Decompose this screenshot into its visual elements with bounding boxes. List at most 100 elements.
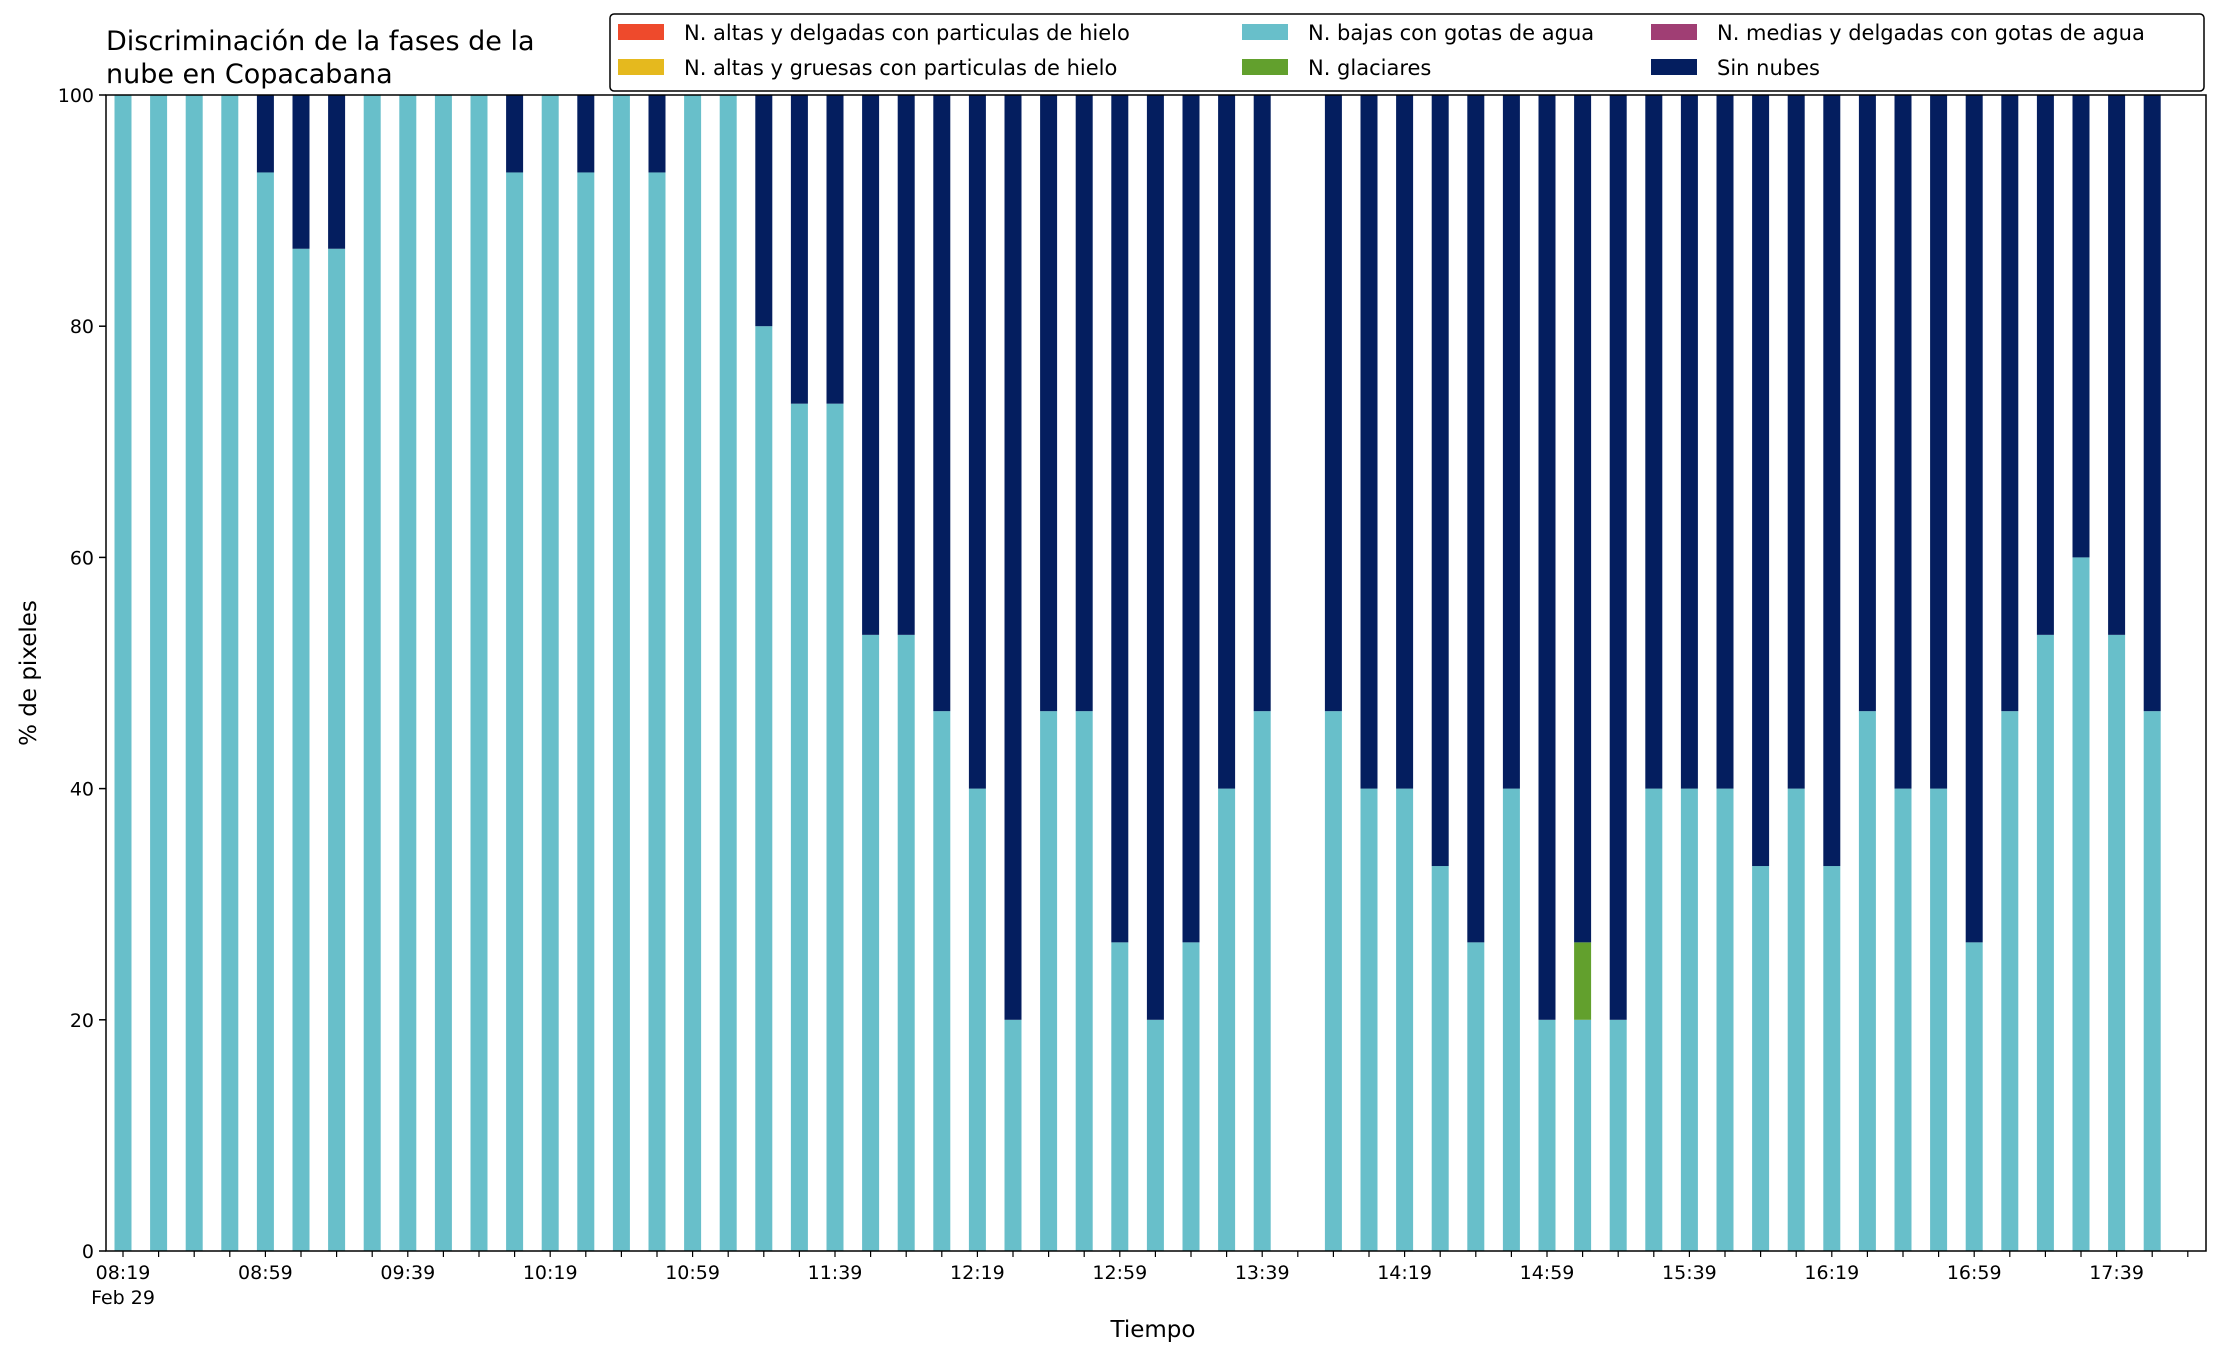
x-tick-label-11:39: 11:39 (808, 1262, 863, 1284)
bar-15:59-series-5 (1752, 95, 1770, 867)
bar-13:19-series-2 (1182, 942, 1200, 1251)
bar-12:09-series-2 (933, 711, 951, 1251)
bar-14:59-series-2 (1538, 1019, 1556, 1251)
x-tick-label-14:19: 14:19 (1377, 1262, 1432, 1284)
bar-12:09-series-5 (933, 95, 951, 712)
bar-10:39-series-2 (612, 95, 630, 1251)
legend-swatch-1 (618, 59, 664, 75)
bar-15:09-series-5 (1574, 95, 1592, 943)
bar-08:59-series-2 (256, 172, 274, 1252)
bar-17:09-series-5 (2001, 95, 2019, 712)
legend-swatch-5 (1651, 59, 1697, 75)
legend-label-2: N. bajas con gotas de agua (1308, 21, 1594, 45)
x-tick-label-16:59: 16:59 (1947, 1262, 2002, 1284)
legend-frame (609, 13, 2205, 92)
bar-11:59-series-5 (897, 95, 915, 635)
bar-14:19-series-2 (1396, 788, 1414, 1251)
bar-12:49-series-2 (1075, 711, 1093, 1251)
bar-13:09-series-2 (1146, 1019, 1164, 1251)
bar-14:59-series-5 (1538, 95, 1556, 1020)
legend-swatch-3 (1242, 59, 1288, 75)
bar-14:19-series-5 (1396, 95, 1414, 789)
legend: N. altas y delgadas con particulas de hi… (609, 13, 2205, 92)
bar-15:59-series-2 (1752, 866, 1770, 1251)
bar-14:09-series-2 (1360, 788, 1378, 1251)
bar-16:49-series-2 (1930, 788, 1948, 1251)
y-tick-label-20: 20 (70, 1010, 94, 1032)
chart-title-line-1: Discriminación de la fases de la (106, 26, 535, 57)
bar-12:39-series-5 (1040, 95, 1058, 712)
x-tick-label-14:59: 14:59 (1520, 1262, 1575, 1284)
bar-11:39-series-2 (826, 403, 844, 1251)
x-tick-label-16:19: 16:19 (1804, 1262, 1859, 1284)
bar-15:49-series-5 (1716, 95, 1734, 789)
bar-08:19-series-2 (114, 95, 132, 1251)
y-axis-label: % de pixeles (16, 600, 42, 746)
bar-12:59-series-2 (1111, 942, 1129, 1251)
bar-12:19-series-2 (968, 788, 986, 1251)
x-tick-label-12:19: 12:19 (950, 1262, 1005, 1284)
legend-swatch-4 (1651, 24, 1697, 40)
bar-14:29-series-5 (1431, 95, 1449, 867)
bar-16:49-series-5 (1930, 95, 1948, 789)
bar-17:19-series-2 (2036, 634, 2054, 1251)
bar-12:29-series-5 (1004, 95, 1022, 1020)
bar-12:29-series-2 (1004, 1019, 1022, 1251)
bar-13:29-series-5 (1218, 95, 1236, 789)
bar-11:39-series-5 (826, 95, 844, 404)
legend-label-5: Sin nubes (1717, 56, 1820, 80)
bar-08:39-series-2 (185, 95, 203, 1251)
bar-16:39-series-5 (1894, 95, 1912, 789)
bar-09:49-series-2 (434, 95, 452, 1251)
bar-10:09-series-5 (506, 95, 524, 173)
bar-13:09-series-5 (1146, 95, 1164, 1020)
x-tick-label-13:39: 13:39 (1235, 1262, 1290, 1284)
bar-15:49-series-2 (1716, 788, 1734, 1251)
x-tick-label-12:59: 12:59 (1092, 1262, 1147, 1284)
chart-title-line-2: nube en Copacabana (106, 59, 393, 90)
bar-10:49-series-2 (648, 172, 666, 1252)
bar-09:59-series-2 (470, 95, 488, 1251)
bar-16:09-series-5 (1787, 95, 1805, 789)
legend-label-1: N. altas y gruesas con particulas de hie… (684, 56, 1117, 80)
y-tick-label-100: 100 (58, 85, 94, 107)
bar-17:29-series-2 (2072, 557, 2090, 1251)
bar-14:49-series-2 (1502, 788, 1520, 1251)
bar-15:09-series-2 (1574, 1019, 1592, 1251)
bar-15:29-series-2 (1645, 788, 1663, 1251)
bar-12:19-series-5 (968, 95, 986, 789)
bar-16:59-series-5 (1965, 95, 1983, 943)
y-tick-label-60: 60 (70, 547, 94, 569)
bar-10:19-series-2 (541, 95, 559, 1251)
bar-10:59-series-2 (684, 95, 702, 1251)
bar-09:19-series-2 (328, 248, 346, 1251)
x-tick-label-09:39: 09:39 (380, 1262, 435, 1284)
bar-09:09-series-2 (292, 248, 310, 1251)
bar-12:49-series-5 (1075, 95, 1093, 712)
bar-12:39-series-2 (1040, 711, 1058, 1251)
bar-17:49-series-2 (2143, 711, 2161, 1251)
bar-15:19-series-2 (1609, 1019, 1627, 1251)
x-tick-label-10:19: 10:19 (523, 1262, 578, 1284)
bar-17:29-series-5 (2072, 95, 2090, 558)
bar-14:09-series-5 (1360, 95, 1378, 789)
y-tick-label-40: 40 (70, 779, 94, 801)
bar-08:49-series-2 (221, 95, 239, 1251)
x-tick-label-08:19: 08:19 (96, 1262, 151, 1284)
bar-08:59-series-5 (256, 95, 274, 173)
bar-11:09-series-2 (719, 95, 737, 1251)
bar-16:59-series-2 (1965, 942, 1983, 1251)
bar-15:09-series-3 (1574, 942, 1592, 1020)
bar-09:19-series-5 (328, 95, 346, 249)
bar-14:39-series-2 (1467, 942, 1485, 1251)
bar-17:39-series-2 (2108, 634, 2126, 1251)
plot-frame (105, 94, 2207, 1252)
bar-15:39-series-5 (1680, 95, 1698, 789)
bar-11:29-series-2 (790, 403, 808, 1251)
x-tick-label-08:59: 08:59 (238, 1262, 293, 1284)
bar-17:09-series-2 (2001, 711, 2019, 1251)
bar-11:29-series-5 (790, 95, 808, 404)
bar-09:09-series-5 (292, 95, 310, 249)
legend-label-3: N. glaciares (1308, 56, 1431, 80)
bar-10:09-series-2 (506, 172, 524, 1252)
